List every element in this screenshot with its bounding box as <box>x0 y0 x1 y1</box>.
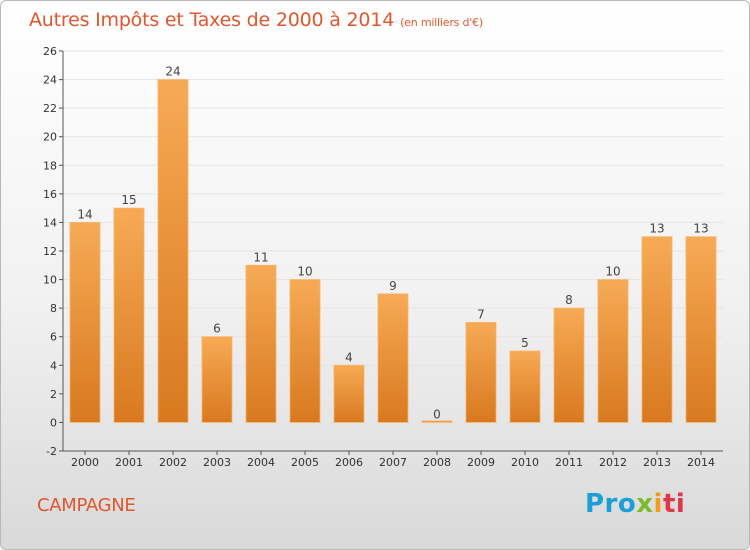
x-tick-label: 2003 <box>203 456 231 469</box>
y-tick-label: 2 <box>50 388 57 401</box>
logo-part: Pro <box>585 489 637 519</box>
y-tick-label: 26 <box>43 45 57 58</box>
data-label: 10 <box>297 265 312 279</box>
y-tick-label: 18 <box>43 159 57 172</box>
chart-title: Autres Impôts et Taxes de 2000 à 2014 (en… <box>29 9 483 31</box>
y-tick-label: 24 <box>43 74 57 87</box>
bar <box>333 364 365 423</box>
y-tick-label: 20 <box>43 131 57 144</box>
x-tick-label: 2002 <box>159 456 187 469</box>
data-label: 13 <box>649 222 664 236</box>
x-tick-label: 2005 <box>291 456 319 469</box>
bar <box>685 236 717 423</box>
y-tick-label: 0 <box>50 416 57 429</box>
y-tick-label: 8 <box>50 302 57 315</box>
data-label: 15 <box>121 193 136 207</box>
bar <box>157 79 189 423</box>
chart-title-text: Autres Impôts et Taxes de 2000 à 2014 <box>29 9 395 31</box>
x-tick-label: 2011 <box>555 456 583 469</box>
data-label: 7 <box>477 307 485 321</box>
commune-name: CAMPAGNE <box>37 495 136 516</box>
data-label: 6 <box>213 322 221 336</box>
data-label: 9 <box>389 279 397 293</box>
bar <box>289 279 321 423</box>
bar <box>465 322 497 423</box>
x-tick-label: 2004 <box>247 456 275 469</box>
x-tick-label: 2014 <box>687 456 715 469</box>
bar <box>509 350 541 423</box>
x-tick-label: 2009 <box>467 456 495 469</box>
bars <box>69 79 717 423</box>
x-tick-label: 2008 <box>423 456 451 469</box>
y-tick-label: 14 <box>43 216 57 229</box>
x-tick-label: 2000 <box>71 456 99 469</box>
data-label: 5 <box>521 336 529 350</box>
data-label: 4 <box>345 350 353 364</box>
proxiti-logo: Proxiti <box>585 489 685 519</box>
y-tick-label: 10 <box>43 274 57 287</box>
data-label: 14 <box>77 207 92 221</box>
logo-part: i <box>653 489 663 519</box>
logo-part: ti <box>662 489 686 519</box>
x-tick-label: 2001 <box>115 456 143 469</box>
data-label: 8 <box>565 293 573 307</box>
data-label: 10 <box>605 265 620 279</box>
y-tick-label: 6 <box>50 331 57 344</box>
labels: 14 15 24 6 11 10 4 9 0 7 5 8 10 13 13 <box>77 65 708 422</box>
y-tick-label: -2 <box>46 445 57 458</box>
data-label: 24 <box>165 65 180 79</box>
x-tick-label: 2010 <box>511 456 539 469</box>
bar <box>641 236 673 423</box>
y-tick-label: 4 <box>50 359 57 372</box>
bar <box>245 264 277 423</box>
logo-part: x <box>636 489 654 519</box>
bar <box>597 279 629 423</box>
bar <box>421 420 453 423</box>
bar <box>553 307 585 423</box>
y-tick-label: 22 <box>43 102 57 115</box>
y-tick-label: 12 <box>43 245 57 258</box>
x-tick-label: 2007 <box>379 456 407 469</box>
data-label: 11 <box>253 250 268 264</box>
data-label: 0 <box>433 407 441 421</box>
bar <box>113 207 145 423</box>
y-tick-label: 16 <box>43 188 57 201</box>
chart-unit: (en milliers d'€) <box>400 16 483 29</box>
bar <box>201 336 233 423</box>
data-label: 13 <box>693 222 708 236</box>
bar <box>377 293 409 423</box>
x-tick-label: 2012 <box>599 456 627 469</box>
x-tick-label: 2006 <box>335 456 363 469</box>
bar <box>69 222 101 423</box>
x-tick-label: 2013 <box>643 456 671 469</box>
